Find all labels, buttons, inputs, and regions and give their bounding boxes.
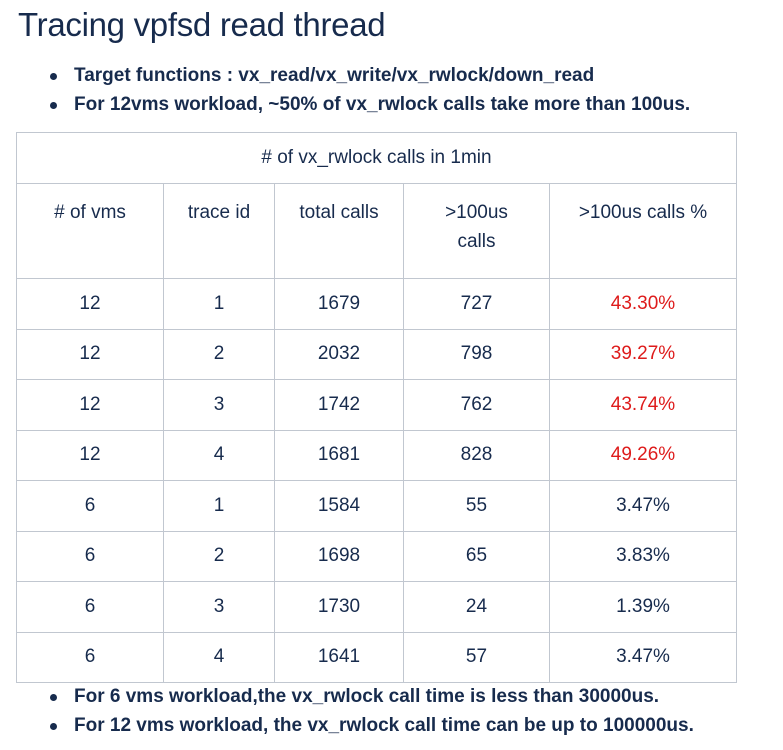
cell-vms: 12 xyxy=(16,429,164,481)
bullet-12vms-conclusion: For 12 vms workload, the vx_rwlock call … xyxy=(48,711,694,740)
cell-total-calls: 1584 xyxy=(274,480,404,532)
cell-percent: 43.30% xyxy=(549,278,737,330)
cell-over-100us: 57 xyxy=(403,631,550,683)
cell-total-calls: 1698 xyxy=(274,530,404,582)
header-over-100us-percent: >100us calls % xyxy=(549,183,737,279)
cell-vms: 6 xyxy=(16,581,164,633)
header-vms: # of vms xyxy=(16,183,164,279)
cell-percent: 3.47% xyxy=(549,631,737,683)
cell-percent: 43.74% xyxy=(549,379,737,431)
cell-trace-id: 1 xyxy=(163,480,275,532)
cell-percent: 49.26% xyxy=(549,429,737,481)
cell-total-calls: 1641 xyxy=(274,631,404,683)
conclusion-bullets: For 6 vms workload,the vx_rwlock call ti… xyxy=(48,682,694,740)
bullet-6vms-conclusion: For 6 vms workload,the vx_rwlock call ti… xyxy=(48,682,694,711)
cell-vms: 6 xyxy=(16,480,164,532)
cell-over-100us: 727 xyxy=(403,278,550,330)
header-over-100us-line1: >100us xyxy=(445,202,508,223)
header-trace-id: trace id xyxy=(163,183,275,279)
cell-total-calls: 2032 xyxy=(274,328,404,380)
cell-percent: 39.27% xyxy=(549,328,737,380)
bullet-12vms-summary: For 12vms workload, ~50% of vx_rwlock ca… xyxy=(48,90,690,119)
cell-total-calls: 1679 xyxy=(274,278,404,330)
cell-trace-id: 2 xyxy=(163,530,275,582)
cell-over-100us: 828 xyxy=(403,429,550,481)
table-header-row: # of vms trace id total calls >100us call… xyxy=(16,183,737,279)
cell-trace-id: 1 xyxy=(163,278,275,330)
summary-bullets: Target functions : vx_read/vx_write/vx_r… xyxy=(48,61,690,119)
table-row: 12 3 1742 762 43.74% xyxy=(16,379,737,431)
cell-over-100us: 762 xyxy=(403,379,550,431)
cell-over-100us: 24 xyxy=(403,581,550,633)
cell-vms: 12 xyxy=(16,278,164,330)
page-title: Tracing vpfsd read thread xyxy=(18,6,386,43)
table-row: 12 1 1679 727 43.30% xyxy=(16,278,737,330)
cell-total-calls: 1742 xyxy=(274,379,404,431)
cell-percent: 3.83% xyxy=(549,530,737,582)
cell-total-calls: 1730 xyxy=(274,581,404,633)
cell-over-100us: 55 xyxy=(403,480,550,532)
cell-over-100us: 798 xyxy=(403,328,550,380)
cell-vms: 12 xyxy=(16,379,164,431)
cell-vms: 6 xyxy=(16,631,164,683)
table-row: 6 2 1698 65 3.83% xyxy=(16,530,737,582)
cell-total-calls: 1681 xyxy=(274,429,404,481)
cell-percent: 1.39% xyxy=(549,581,737,633)
table-row: 6 1 1584 55 3.47% xyxy=(16,480,737,532)
cell-trace-id: 3 xyxy=(163,581,275,633)
cell-trace-id: 2 xyxy=(163,328,275,380)
table-row: 12 4 1681 828 49.26% xyxy=(16,429,737,481)
cell-vms: 12 xyxy=(16,328,164,380)
bullet-target-functions: Target functions : vx_read/vx_write/vx_r… xyxy=(48,61,690,90)
cell-over-100us: 65 xyxy=(403,530,550,582)
cell-trace-id: 4 xyxy=(163,631,275,683)
header-total-calls: total calls xyxy=(274,183,404,279)
header-over-100us-calls: >100us calls xyxy=(403,183,550,279)
cell-vms: 6 xyxy=(16,530,164,582)
header-over-100us-line2: calls xyxy=(457,231,496,252)
cell-percent: 3.47% xyxy=(549,480,737,532)
table-row: 6 3 1730 24 1.39% xyxy=(16,581,737,633)
table-row: 12 2 2032 798 39.27% xyxy=(16,328,737,380)
table-caption-row: # of vx_rwlock calls in 1min xyxy=(16,132,737,184)
rwlock-calls-table: # of vx_rwlock calls in 1min # of vms tr… xyxy=(16,132,737,683)
table-row: 6 4 1641 57 3.47% xyxy=(16,631,737,683)
table-caption: # of vx_rwlock calls in 1min xyxy=(16,132,737,184)
cell-trace-id: 3 xyxy=(163,379,275,431)
cell-trace-id: 4 xyxy=(163,429,275,481)
